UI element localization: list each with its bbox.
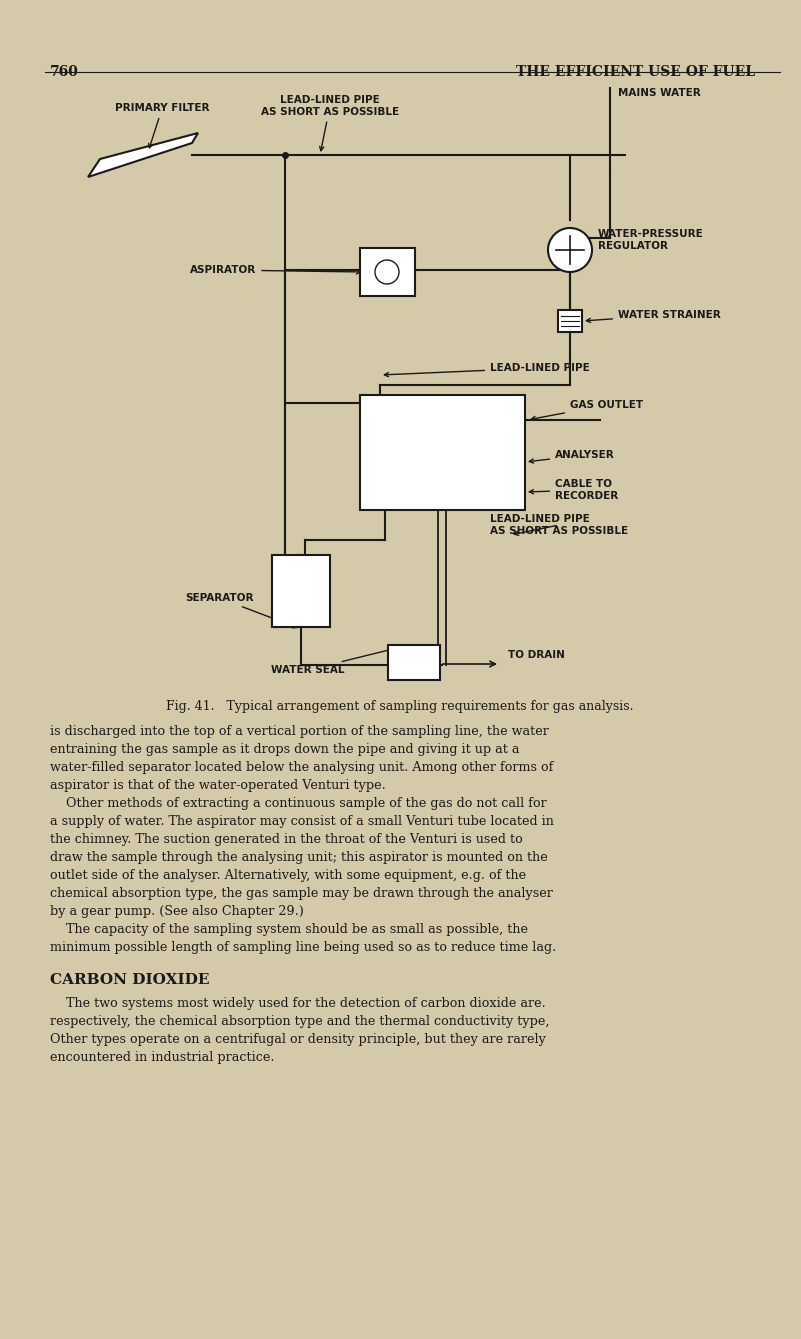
- Text: GAS OUTLET: GAS OUTLET: [531, 400, 643, 420]
- Text: THE EFFICIENT USE OF FUEL: THE EFFICIENT USE OF FUEL: [516, 66, 755, 79]
- Text: the chimney. The suction generated in the throat of the Venturi is used to: the chimney. The suction generated in th…: [50, 833, 523, 846]
- Text: minimum possible length of sampling line being used so as to reduce time lag.: minimum possible length of sampling line…: [50, 941, 556, 953]
- Bar: [360, 248, 415, 296]
- Circle shape: [548, 228, 592, 272]
- Text: LEAD-LINED PIPE
AS SHORT AS POSSIBLE: LEAD-LINED PIPE AS SHORT AS POSSIBLE: [261, 95, 399, 151]
- Text: ANALYSER: ANALYSER: [529, 450, 614, 463]
- Text: respectively, the chemical absorption type and the thermal conductivity type,: respectively, the chemical absorption ty…: [50, 1015, 549, 1028]
- Text: ASPIRATOR: ASPIRATOR: [190, 265, 360, 274]
- Text: aspirator is that of the water-operated Venturi type.: aspirator is that of the water-operated …: [50, 779, 386, 791]
- Text: Other types operate on a centrifugal or density principle, but they are rarely: Other types operate on a centrifugal or …: [50, 1032, 545, 1046]
- Text: WATER STRAINER: WATER STRAINER: [586, 311, 721, 323]
- Bar: [272, 554, 330, 627]
- Bar: [558, 311, 582, 332]
- Text: entraining the gas sample as it drops down the pipe and giving it up at a: entraining the gas sample as it drops do…: [50, 743, 520, 757]
- Text: WATER-PRESSURE
REGULATOR: WATER-PRESSURE REGULATOR: [598, 229, 704, 250]
- Text: draw the sample through the analysing unit; this aspirator is mounted on the: draw the sample through the analysing un…: [50, 852, 548, 864]
- Text: LEAD-LINED PIPE: LEAD-LINED PIPE: [384, 363, 590, 376]
- Text: MAINS WATER: MAINS WATER: [618, 88, 701, 98]
- Text: Fig. 41.   Typical arrangement of sampling requirements for gas analysis.: Fig. 41. Typical arrangement of sampling…: [167, 700, 634, 712]
- Text: TO DRAIN: TO DRAIN: [508, 649, 565, 660]
- Bar: [360, 395, 525, 510]
- Text: The capacity of the sampling system should be as small as possible, the: The capacity of the sampling system shou…: [50, 923, 528, 936]
- Text: 760: 760: [50, 66, 78, 79]
- Text: The two systems most widely used for the detection of carbon dioxide are.: The two systems most widely used for the…: [50, 998, 545, 1010]
- Text: a supply of water. The aspirator may consist of a small Venturi tube located in: a supply of water. The aspirator may con…: [50, 815, 553, 828]
- Text: is discharged into the top of a vertical portion of the sampling line, the water: is discharged into the top of a vertical…: [50, 724, 549, 738]
- Text: chemical absorption type, the gas sample may be drawn through the analyser: chemical absorption type, the gas sample…: [50, 886, 553, 900]
- Text: encountered in industrial practice.: encountered in industrial practice.: [50, 1051, 275, 1065]
- Text: SEPARATOR: SEPARATOR: [185, 593, 297, 628]
- Text: Other methods of extracting a continuous sample of the gas do not call for: Other methods of extracting a continuous…: [50, 797, 547, 810]
- Text: by a gear pump. (See also Chapter 29.): by a gear pump. (See also Chapter 29.): [50, 905, 304, 919]
- Text: WATER SEAL: WATER SEAL: [272, 645, 405, 675]
- Text: water-filled separator located below the analysing unit. Among other forms of: water-filled separator located below the…: [50, 761, 553, 774]
- Text: outlet side of the analyser. Alternatively, with some equipment, e.g. of the: outlet side of the analyser. Alternative…: [50, 869, 526, 882]
- Text: PRIMARY FILTER: PRIMARY FILTER: [115, 103, 210, 147]
- Bar: [388, 645, 440, 680]
- Text: LEAD-LINED PIPE
AS SHORT AS POSSIBLE: LEAD-LINED PIPE AS SHORT AS POSSIBLE: [490, 514, 628, 536]
- Text: CABLE TO
RECORDER: CABLE TO RECORDER: [529, 479, 618, 501]
- Text: CARBON DIOXIDE: CARBON DIOXIDE: [50, 973, 210, 987]
- Polygon shape: [88, 133, 198, 177]
